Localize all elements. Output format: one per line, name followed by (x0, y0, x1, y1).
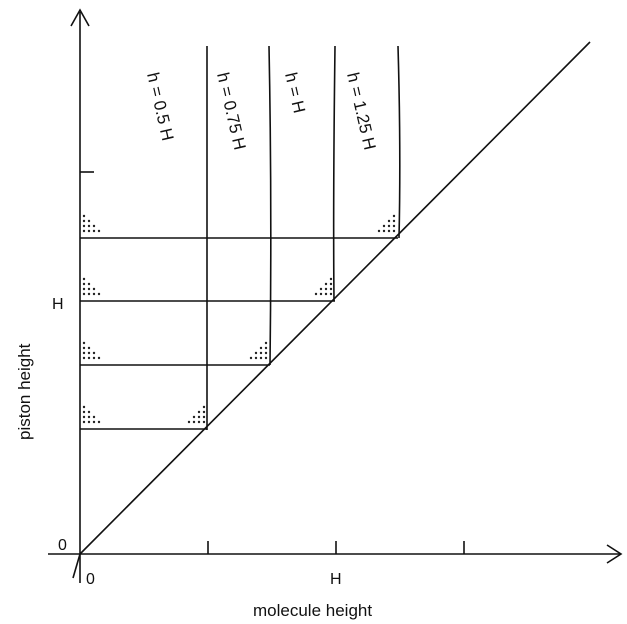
x-axis-arrowhead (606, 544, 623, 564)
x-axis (48, 541, 623, 564)
curve-label-h-H: h = H (281, 71, 309, 115)
corner-marks-right (187, 214, 396, 424)
corner-dots-right-2 (314, 277, 333, 296)
corner-dots-right-4 (187, 405, 206, 424)
diagonal-line (79, 41, 591, 555)
y-axis (70, 8, 94, 583)
corner-dots-left-1 (82, 214, 101, 233)
curve-label-h-1.25H: h = 1.25 H (343, 71, 379, 152)
horizontal-lines (80, 237, 398, 430)
y-axis-arrowhead (70, 8, 90, 27)
x-axis-label: molecule height (253, 601, 372, 620)
y-axis-origin-extension (72, 553, 81, 579)
y-tick-label-0: 0 (58, 537, 67, 554)
corner-marks-left (82, 214, 101, 424)
corner-dots-left-3 (82, 341, 101, 360)
curve-label-h-0.5H: h = 0.5 H (143, 71, 177, 143)
curve-line-h-0.75H (268, 45, 272, 366)
corner-dots-left-2 (82, 277, 101, 296)
curve-line-h-H (332, 45, 336, 302)
corner-dots-left-4 (82, 405, 101, 424)
corner-dots-right-3 (249, 341, 268, 360)
x-tick-label-0: 0 (86, 571, 95, 588)
curve-label-h-0.75H: h = 0.75 H (213, 71, 249, 152)
y-axis-label: piston height (15, 343, 34, 440)
curve-line-h-1.25H (397, 45, 401, 239)
y-tick-label-H: H (52, 296, 64, 313)
x-tick-label-H: H (330, 571, 342, 588)
corner-dots-right-1 (377, 214, 396, 233)
